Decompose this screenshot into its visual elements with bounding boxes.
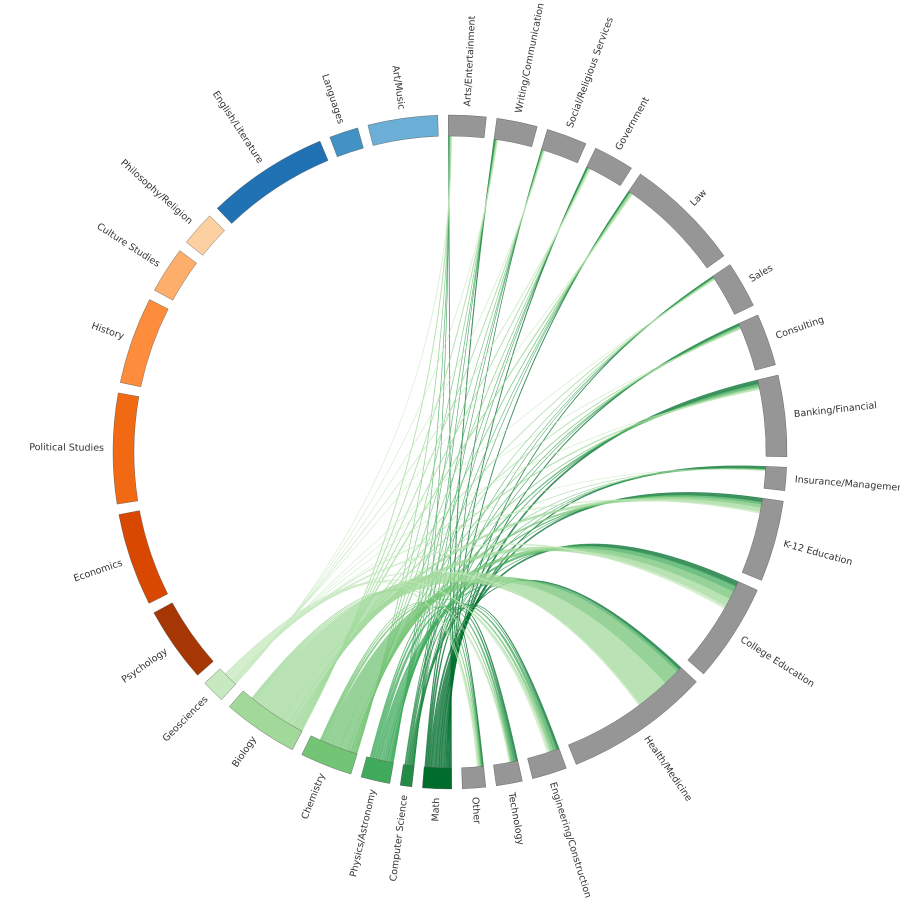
group-label: Sales [748,263,775,285]
chord [412,167,588,767]
group-arc [757,374,788,457]
group-arc [399,764,415,788]
group-label: K-12 Education [782,539,853,568]
group-label: Physics/Astronomy [348,788,379,878]
group-arc [527,748,567,779]
group-arc [541,129,587,164]
group-label: Economics [72,558,124,585]
group-label: Biology [230,734,259,769]
group-arc [204,668,236,700]
group-arc [367,115,439,146]
group-label: Health/Medicine [641,734,694,804]
group-arc [738,314,776,371]
group-label: English/Literature [210,89,265,165]
group-arc [185,215,225,256]
group-arc [568,667,697,765]
group-arc [301,735,358,775]
group-label: Insurance/Management [794,474,900,494]
group-arc [741,497,784,581]
group-arc [712,264,754,315]
chord [235,135,453,685]
group-label: Chemistry [300,771,328,821]
group-arc [229,690,303,751]
group-arc [153,602,214,676]
group-label: Consulting [774,314,825,341]
group-label: Law [688,187,709,208]
group-label: Political Studies [29,442,104,454]
group-arc [422,766,452,790]
group-arc [493,760,523,787]
chord [296,192,633,730]
group-label: Geosciences [161,694,211,744]
group-label: Other [469,797,482,825]
group-label: Banking/Financial [793,400,877,420]
group-label: Art/Music [390,65,407,110]
group-arc [763,466,787,491]
group-label: Technology [505,791,525,847]
group-arc [448,114,487,139]
group-arc [586,147,632,187]
group-label: Computer Science [388,794,410,882]
group-arc [118,510,168,604]
group-arc [493,118,538,148]
group-arc [154,250,197,301]
group-label: Math [430,798,442,822]
group-arc [329,127,364,158]
group-label: Writing/Communication [514,2,547,114]
group-label: Government [613,95,652,152]
group-label: Social/Religious Services [565,16,616,130]
group-arc [120,299,169,388]
group-label: Engineering/Construction [547,781,593,900]
group-arc [216,140,329,224]
group-label: Arts/Entertainment [462,15,478,107]
group-label: College Education [738,634,816,690]
group-label: Psychology [120,646,170,686]
group-arc [628,173,725,269]
group-arc [360,756,394,784]
group-arc [687,581,758,675]
group-arc [112,392,140,505]
group-label: Culture Studies [95,221,162,270]
group-arc [461,765,487,789]
group-label: Languages [319,73,346,126]
group-label: Philosophy/Religion [118,157,194,226]
group-label: History [90,321,126,343]
